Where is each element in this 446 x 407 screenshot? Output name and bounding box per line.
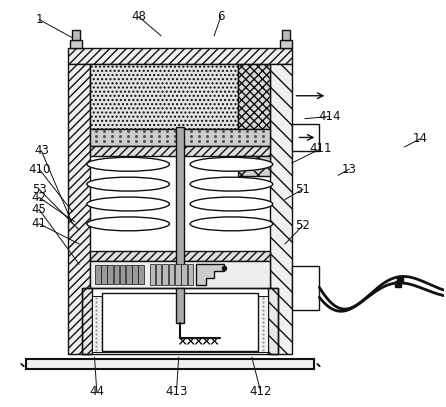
Bar [90, 147, 270, 156]
Text: 13: 13 [342, 163, 357, 176]
Ellipse shape [190, 177, 273, 191]
Text: 6: 6 [217, 10, 224, 23]
Bar [176, 127, 184, 284]
Bar [82, 289, 92, 354]
Bar [26, 359, 314, 369]
Text: 14: 14 [413, 132, 428, 145]
Bar [182, 264, 187, 285]
Bar [132, 265, 138, 284]
Bar [95, 265, 101, 284]
Bar [281, 30, 289, 40]
Bar [270, 64, 292, 354]
Bar [176, 289, 184, 323]
Text: 51: 51 [295, 183, 310, 196]
Text: 52: 52 [295, 219, 310, 232]
Ellipse shape [87, 158, 169, 171]
Bar [82, 289, 277, 354]
Bar [292, 266, 319, 310]
Bar [92, 296, 268, 352]
Polygon shape [196, 264, 224, 285]
Text: 43: 43 [34, 144, 49, 158]
Ellipse shape [190, 158, 273, 171]
Ellipse shape [190, 197, 273, 211]
Ellipse shape [190, 217, 273, 231]
Bar [102, 293, 258, 351]
Bar [149, 264, 155, 285]
Bar [292, 124, 319, 151]
Bar [72, 30, 80, 40]
Text: 414: 414 [318, 110, 341, 123]
Bar [280, 40, 292, 48]
Bar [120, 265, 125, 284]
Bar [126, 265, 132, 284]
Text: 410: 410 [28, 163, 50, 176]
Bar [138, 265, 144, 284]
Bar [90, 260, 270, 289]
Text: 411: 411 [309, 142, 332, 155]
Bar [90, 129, 270, 147]
Text: 41: 41 [32, 217, 47, 230]
Text: 45: 45 [32, 203, 47, 216]
Bar [107, 265, 113, 284]
Bar [156, 264, 161, 285]
Bar [238, 64, 270, 129]
Bar [188, 264, 194, 285]
Bar [68, 48, 292, 64]
Bar [238, 156, 270, 176]
Text: 413: 413 [165, 385, 188, 398]
Bar [113, 265, 119, 284]
Bar [90, 64, 238, 129]
Text: 1: 1 [35, 13, 43, 26]
Text: 412: 412 [249, 385, 272, 398]
Ellipse shape [87, 177, 169, 191]
Bar [268, 289, 277, 354]
Bar [90, 251, 270, 260]
Text: 53: 53 [32, 183, 46, 196]
Bar [68, 64, 90, 354]
Bar [169, 264, 174, 285]
Ellipse shape [87, 197, 169, 211]
Bar [162, 264, 168, 285]
Bar [175, 264, 181, 285]
Bar [70, 40, 82, 48]
Ellipse shape [87, 217, 169, 231]
Text: 42: 42 [32, 191, 47, 204]
Text: 44: 44 [89, 385, 104, 398]
Text: 48: 48 [132, 10, 146, 23]
Bar [101, 265, 107, 284]
